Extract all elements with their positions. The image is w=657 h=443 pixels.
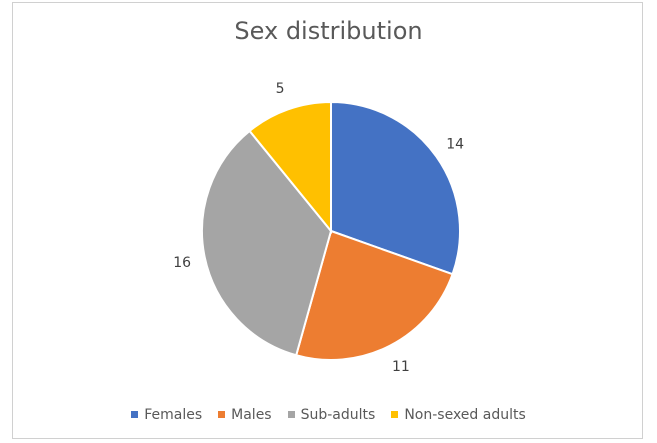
pie-chart: 14 11 16 5 (173, 81, 464, 375)
data-label-females: 14 (446, 136, 464, 152)
legend-label-non-sexed-adults: Non-sexed adults (404, 407, 526, 423)
legend-item-sub-adults: Sub-adults (287, 407, 376, 423)
pie-slice-males (294, 229, 454, 361)
pie-slice-females (330, 100, 461, 276)
legend-label-sub-adults: Sub-adults (300, 407, 376, 423)
chart-legend: Females Males Sub-adults Non-sexed adults (13, 407, 644, 423)
legend-swatch-non-sexed-adults (391, 410, 399, 418)
legend-label-males: Males (231, 407, 272, 423)
data-label-non-sexed-adults: 5 (276, 81, 285, 97)
legend-label-females: Females (144, 407, 203, 423)
legend-item-non-sexed-adults: Non-sexed adults (391, 407, 526, 423)
pie-slice-non-sexed-adults (248, 100, 332, 234)
legend-swatch-females (131, 410, 139, 418)
chart-title: Sex distribution (234, 17, 423, 45)
legend-swatch-males (218, 410, 226, 418)
legend-item-females: Females (131, 407, 202, 423)
legend-swatch-sub-adults (287, 410, 295, 418)
data-label-males: 11 (392, 359, 410, 375)
data-label-sub-adults: 16 (173, 255, 191, 271)
legend-item-males: Males (218, 407, 272, 423)
chart-area: Sex distribution 14 11 16 5 Females Males Sub… (12, 2, 643, 439)
pie-slice-sub-adults (201, 129, 333, 357)
